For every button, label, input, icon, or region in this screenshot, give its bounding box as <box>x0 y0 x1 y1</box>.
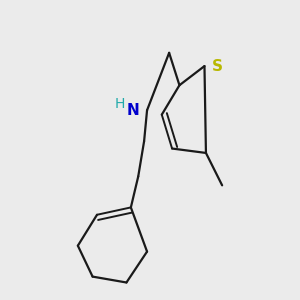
Text: N: N <box>127 103 140 118</box>
Text: S: S <box>212 58 223 74</box>
Text: H: H <box>115 98 125 111</box>
